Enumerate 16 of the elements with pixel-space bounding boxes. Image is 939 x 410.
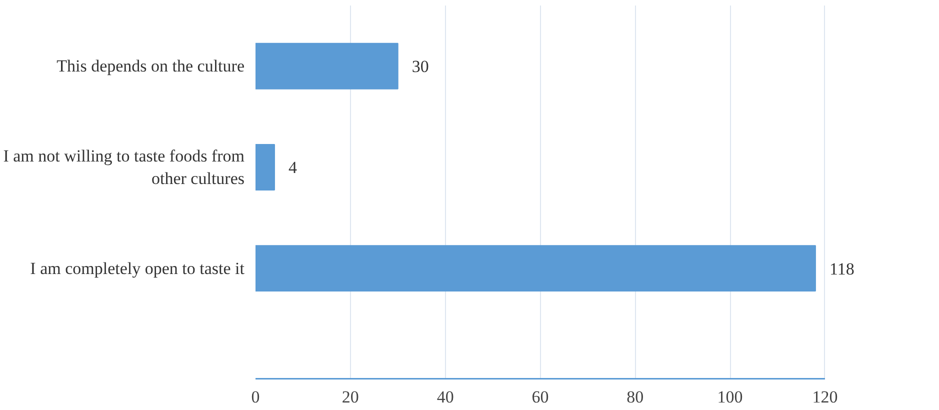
x-tick-label: 80 xyxy=(626,388,644,406)
data-label: 30 xyxy=(412,57,429,76)
y-tick-label: I am completely open to taste it xyxy=(30,258,245,278)
x-tick-label: 40 xyxy=(436,388,454,406)
bar xyxy=(256,245,816,292)
data-label: 118 xyxy=(829,259,854,278)
x-tick-label: 60 xyxy=(532,388,549,406)
x-tick-label: 120 xyxy=(812,388,838,406)
data-label: 4 xyxy=(288,158,298,178)
bar xyxy=(256,144,275,190)
y-tick-label: This depends on the culture xyxy=(56,56,245,76)
bar xyxy=(256,42,398,90)
x-tick-label: 20 xyxy=(342,388,359,406)
x-tick-label: 100 xyxy=(717,388,743,406)
y-tick-label: I am not willing to taste foods from other cultures xyxy=(3,146,245,188)
x-tick-label: 0 xyxy=(251,388,260,406)
